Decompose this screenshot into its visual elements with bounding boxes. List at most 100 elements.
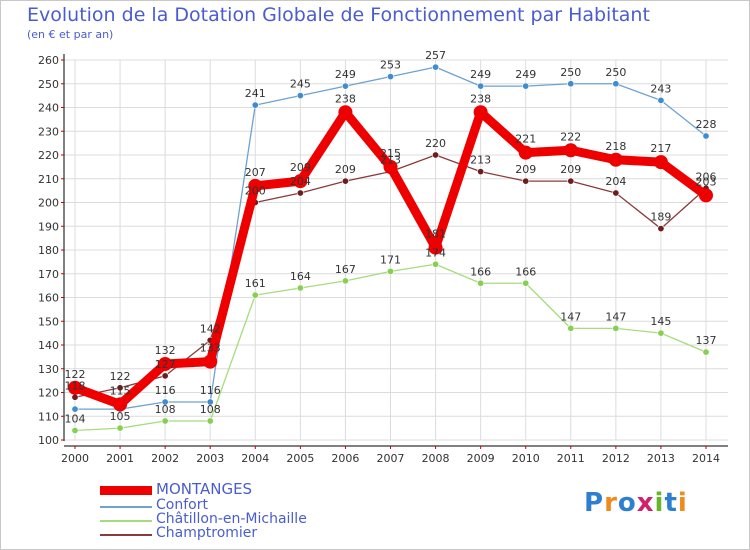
y-tick-label: 120 [38, 387, 59, 400]
data-point-champtromier [296, 189, 304, 197]
y-tick-label: 230 [38, 125, 59, 138]
data-point-champtromier [657, 225, 665, 233]
brand-letter: P [584, 488, 605, 518]
x-tick-label: 2004 [241, 452, 269, 465]
brand-logo: Proxiti [584, 488, 688, 518]
data-label-montanges: 217 [650, 142, 671, 155]
data-label-champtromier: 204 [290, 175, 311, 188]
data-point-montanges [383, 159, 398, 174]
legend-label-montanges: MONTANGES [156, 480, 253, 498]
x-tick-label: 2006 [331, 452, 359, 465]
data-label-champtromier: 122 [110, 370, 131, 383]
brand-letter: r [604, 488, 618, 518]
data-point-chatillon [477, 279, 485, 287]
data-label-champtromier: 213 [470, 154, 491, 167]
data-point-chatillon [341, 277, 349, 285]
data-point-chatillon [251, 291, 259, 299]
data-point-confort [702, 132, 710, 140]
data-point-montanges [158, 357, 173, 371]
data-label-chatillon: 164 [290, 270, 311, 283]
legend-label-champtromier: Champtromier [156, 525, 258, 541]
data-labels: 116 116 241 245 249 253 257 249 249 250 250 243 228 1… [65, 49, 717, 425]
data-point-chatillon [612, 324, 620, 332]
data-label-montanges: 132 [155, 344, 176, 357]
data-label-chatillon: 161 [245, 277, 266, 290]
brand-letter: o [617, 488, 637, 518]
brand-letter: i [677, 488, 688, 518]
data-label-confort: 241 [245, 87, 266, 100]
data-point-champtromier [477, 168, 485, 176]
y-tick-label: 150 [38, 315, 59, 328]
data-label-chatillon: 166 [515, 265, 536, 278]
data-label-confort: 249 [515, 68, 536, 81]
data-point-chatillon [567, 324, 575, 332]
brand-letter: t [664, 488, 678, 518]
data-point-champtromier [612, 189, 620, 197]
legend-label-chatillon: Châtillon-en-Michaille [156, 511, 307, 527]
data-point-montanges [699, 188, 713, 203]
data-point-chatillon [702, 348, 710, 356]
y-tick-label: 190 [38, 220, 59, 233]
data-label-champtromier: 209 [335, 163, 356, 176]
data-label-chatillon: 147 [560, 310, 581, 323]
legend-swatch-montanges [100, 486, 152, 495]
y-tick-label: 210 [38, 173, 59, 186]
data-label-champtromier: 213 [380, 154, 401, 167]
grid [64, 59, 728, 441]
data-point-chatillon [522, 279, 530, 287]
data-label-champtromier: 206 [696, 170, 717, 183]
data-label-montanges: 209 [290, 161, 311, 174]
data-point-champtromier [71, 393, 79, 401]
data-label-montanges: 181 [425, 228, 446, 241]
data-label-champtromier: 209 [560, 163, 581, 176]
x-tick-label: 2014 [692, 452, 720, 465]
data-point-chatillon [161, 417, 169, 425]
x-tick-label: 2007 [377, 452, 405, 465]
data-label-confort: 250 [560, 66, 581, 79]
data-label-montanges: 222 [560, 130, 581, 143]
data-label-confort: 243 [650, 82, 671, 95]
y-tick-label: 240 [38, 102, 59, 115]
data-label-chatillon: 145 [650, 315, 671, 328]
data-point-confort [657, 96, 665, 104]
data-point-confort [206, 398, 214, 406]
data-label-montanges: 218 [605, 140, 626, 153]
data-label-confort: 116 [200, 384, 221, 397]
data-point-chatillon [657, 329, 665, 337]
y-tick-label: 130 [38, 363, 59, 376]
x-tick-label: 2000 [61, 452, 89, 465]
data-label-champtromier: 189 [650, 211, 671, 224]
x-tick-label: 2013 [647, 452, 675, 465]
brand-letter: i [654, 488, 665, 518]
data-point-montanges [653, 155, 668, 170]
data-point-montanges [473, 105, 488, 120]
x-tick-label: 2011 [557, 452, 585, 465]
data-point-confort [477, 82, 485, 90]
data-label-confort: 253 [380, 59, 401, 72]
data-label-confort: 249 [335, 68, 356, 81]
data-label-chatillon: 174 [425, 246, 446, 259]
data-point-montanges [248, 178, 263, 193]
data-point-champtromier [567, 177, 575, 185]
brand-letter: x [636, 488, 655, 518]
y-tick-label: 260 [38, 54, 59, 67]
data-label-champtromier: 127 [155, 358, 176, 371]
legend-label-confort: Confort [156, 497, 208, 513]
data-label-montanges: 215 [380, 147, 401, 160]
data-point-confort [296, 92, 304, 100]
data-point-montanges [203, 354, 218, 369]
data-label-montanges: 238 [335, 92, 356, 105]
data-point-champtromier [341, 177, 349, 185]
data-point-chatillon [386, 267, 394, 275]
data-label-montanges: 238 [470, 92, 491, 105]
data-point-confort [386, 73, 394, 81]
x-tick-label: 2005 [286, 452, 314, 465]
y-tick-label: 220 [38, 149, 59, 162]
data-point-montanges [563, 143, 578, 158]
x-tick-label: 2010 [512, 452, 540, 465]
data-label-confort: 228 [696, 118, 717, 131]
data-point-confort [612, 80, 620, 88]
data-label-chatillon: 104 [65, 413, 86, 426]
data-label-montanges: 115 [110, 384, 131, 397]
data-point-chatillon [296, 284, 304, 292]
